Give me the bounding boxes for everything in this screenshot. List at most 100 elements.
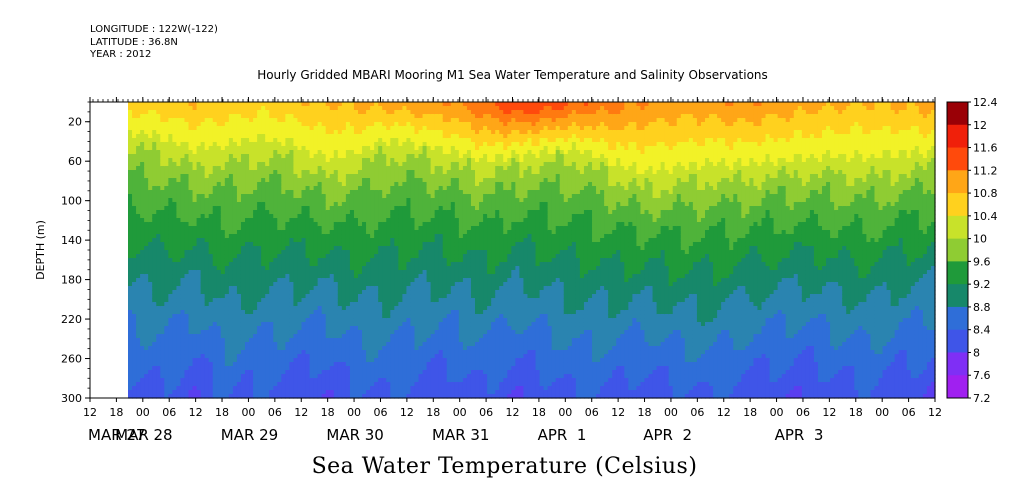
temperature-cell bbox=[168, 118, 173, 123]
temperature-cell bbox=[341, 342, 347, 347]
temperature-cell bbox=[132, 342, 137, 347]
temperature-cell bbox=[232, 258, 238, 263]
temperature-cell bbox=[184, 310, 190, 315]
temperature-cell bbox=[240, 302, 246, 307]
temperature-cell bbox=[313, 198, 319, 203]
temperature-cell bbox=[192, 342, 198, 347]
temperature-cell bbox=[378, 130, 383, 135]
temperature-cell bbox=[200, 314, 206, 319]
temperature-cell bbox=[156, 158, 161, 163]
temperature-cell bbox=[136, 250, 141, 255]
temperature-cell bbox=[281, 330, 286, 335]
temperature-cell bbox=[196, 246, 202, 251]
temperature-cell bbox=[333, 150, 339, 155]
temperature-cell bbox=[337, 182, 343, 187]
temperature-cell bbox=[349, 206, 355, 211]
temperature-cell bbox=[240, 310, 246, 315]
temperature-cell bbox=[285, 266, 290, 271]
temperature-cell bbox=[317, 142, 323, 147]
temperature-cell bbox=[220, 198, 226, 203]
temperature-cell bbox=[317, 154, 323, 159]
temperature-cell bbox=[240, 146, 246, 151]
temperature-cell bbox=[297, 234, 303, 239]
temperature-cell bbox=[321, 286, 327, 291]
temperature-cell bbox=[132, 234, 137, 239]
temperature-cell bbox=[216, 118, 222, 123]
temperature-cell bbox=[249, 330, 254, 335]
temperature-cell bbox=[132, 174, 137, 179]
temperature-cell bbox=[366, 254, 371, 259]
temperature-cell bbox=[236, 330, 242, 335]
temperature-cell bbox=[128, 322, 133, 327]
temperature-cell bbox=[208, 234, 214, 239]
temperature-cell bbox=[273, 102, 278, 107]
temperature-cell bbox=[257, 378, 262, 383]
temperature-cell bbox=[152, 338, 157, 343]
temperature-cell bbox=[220, 250, 226, 255]
temperature-cell bbox=[349, 290, 355, 295]
temperature-cell bbox=[176, 226, 182, 231]
temperature-cell bbox=[220, 226, 226, 231]
temperature-cell bbox=[208, 258, 214, 263]
temperature-cell bbox=[152, 234, 157, 239]
temperature-cell bbox=[390, 190, 395, 195]
temperature-cell bbox=[128, 326, 133, 331]
temperature-cell bbox=[370, 162, 375, 167]
temperature-cell bbox=[228, 102, 234, 107]
temperature-cell bbox=[309, 266, 315, 271]
temperature-cell bbox=[305, 154, 311, 159]
temperature-cell bbox=[168, 186, 173, 191]
temperature-cell bbox=[293, 394, 299, 399]
temperature-cell bbox=[289, 302, 295, 307]
temperature-cell bbox=[394, 250, 399, 255]
temperature-cell bbox=[325, 290, 331, 295]
temperature-cell bbox=[353, 186, 359, 191]
temperature-cell bbox=[382, 190, 387, 195]
temperature-cell bbox=[204, 370, 210, 375]
temperature-strip bbox=[144, 102, 149, 399]
temperature-cell bbox=[386, 314, 391, 319]
temperature-cell bbox=[180, 158, 186, 163]
temperature-cell bbox=[232, 346, 238, 351]
temperature-cell bbox=[289, 298, 295, 303]
temperature-cell bbox=[249, 306, 254, 311]
temperature-cell bbox=[329, 234, 335, 239]
temperature-cell bbox=[394, 254, 399, 259]
temperature-cell bbox=[337, 118, 343, 123]
temperature-cell bbox=[216, 278, 222, 283]
temperature-cell bbox=[152, 282, 157, 287]
temperature-cell bbox=[164, 310, 169, 315]
temperature-cell bbox=[128, 234, 133, 239]
temperature-cell bbox=[140, 270, 145, 275]
temperature-cell bbox=[220, 114, 226, 119]
temperature-cell bbox=[156, 262, 161, 267]
temperature-cell bbox=[188, 322, 194, 327]
temperature-cell bbox=[293, 134, 299, 139]
temperature-cell bbox=[297, 130, 303, 135]
temperature-cell bbox=[269, 122, 274, 127]
temperature-cell bbox=[317, 298, 323, 303]
temperature-cell bbox=[337, 226, 343, 231]
temperature-cell bbox=[152, 114, 157, 119]
temperature-cell bbox=[297, 174, 303, 179]
temperature-cell bbox=[220, 302, 226, 307]
temperature-cell bbox=[382, 390, 387, 395]
temperature-cell bbox=[293, 210, 299, 215]
temperature-cell bbox=[188, 346, 194, 351]
temperature-strip bbox=[188, 102, 194, 399]
temperature-cell bbox=[261, 154, 266, 159]
temperature-cell bbox=[236, 326, 242, 331]
temperature-cell bbox=[164, 294, 169, 299]
temperature-cell bbox=[188, 118, 194, 123]
temperature-cell bbox=[257, 126, 262, 131]
temperature-cell bbox=[152, 174, 157, 179]
temperature-cell bbox=[156, 254, 161, 259]
temperature-cell bbox=[333, 154, 339, 159]
temperature-cell bbox=[337, 218, 343, 223]
temperature-cell bbox=[353, 206, 359, 211]
temperature-cell bbox=[156, 238, 161, 243]
temperature-cell bbox=[216, 342, 222, 347]
temperature-strip bbox=[204, 102, 210, 399]
temperature-cell bbox=[301, 330, 307, 335]
temperature-cell bbox=[136, 110, 141, 115]
